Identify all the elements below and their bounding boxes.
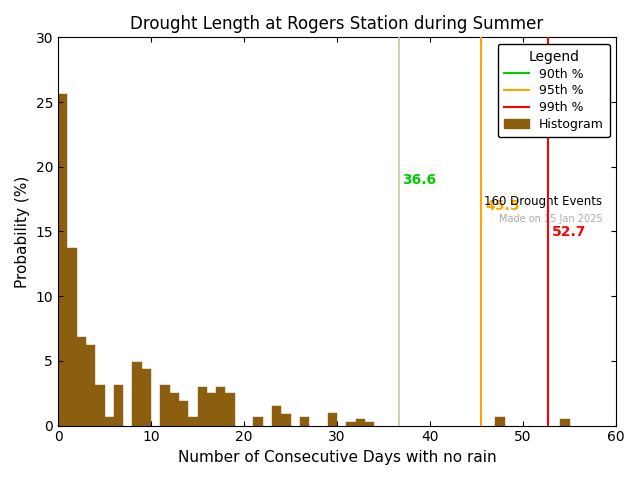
Legend: 90th %, 95th %, 99th %, Histogram: 90th %, 95th %, 99th %, Histogram (497, 44, 610, 137)
Bar (495, 418, 504, 426)
Bar (356, 419, 365, 426)
Bar (365, 422, 374, 426)
Text: 52.7: 52.7 (552, 225, 586, 239)
Bar (282, 414, 291, 426)
Bar (253, 418, 262, 426)
X-axis label: Number of Consecutive Days with no rain: Number of Consecutive Days with no rain (178, 450, 497, 465)
Y-axis label: Probability (%): Probability (%) (15, 175, 30, 288)
Bar (77, 336, 86, 426)
Bar (58, 94, 67, 426)
Text: 160 Drought Events: 160 Drought Events (484, 194, 602, 207)
Bar (179, 401, 188, 426)
Bar (142, 369, 151, 426)
Text: Made on 15 Jan 2025: Made on 15 Jan 2025 (499, 214, 602, 224)
Bar (161, 385, 170, 426)
Bar (86, 345, 95, 426)
Bar (67, 248, 77, 426)
Bar (114, 385, 123, 426)
Title: Drought Length at Rogers Station during Summer: Drought Length at Rogers Station during … (131, 15, 544, 33)
Bar (225, 393, 235, 426)
Bar (346, 422, 356, 426)
Bar (207, 393, 216, 426)
Bar (272, 406, 282, 426)
Bar (216, 387, 225, 426)
Bar (170, 393, 179, 426)
Bar (95, 385, 104, 426)
Bar (561, 419, 570, 426)
Text: 36.6: 36.6 (402, 173, 436, 187)
Bar (300, 418, 309, 426)
Bar (188, 418, 198, 426)
Bar (328, 413, 337, 426)
Text: 45.5: 45.5 (485, 199, 520, 213)
Bar (198, 387, 207, 426)
Bar (104, 418, 114, 426)
Bar (132, 362, 142, 426)
